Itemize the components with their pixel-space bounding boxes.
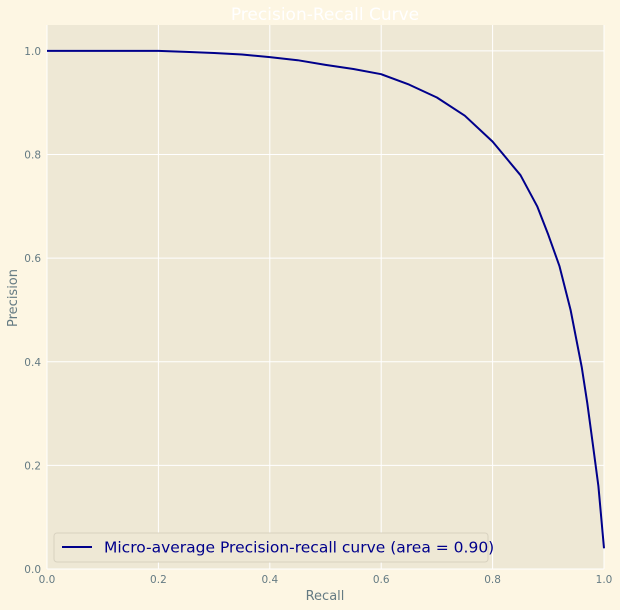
plot-area — [47, 25, 604, 569]
y-tick-label: 0.6 — [24, 253, 41, 265]
y-tick-label: 1.0 — [24, 46, 41, 58]
legend-box — [53, 532, 489, 563]
y-tick-labels: 0.0 0.2 0.4 0.6 0.8 1.0 — [24, 46, 41, 576]
legend: Micro-average Precision-recall curve (ar… — [53, 532, 494, 563]
x-axis-label: Recall — [306, 589, 345, 604]
x-tick-label: 0.2 — [150, 574, 167, 586]
chart-title: Precision-Recall Curve — [231, 5, 419, 25]
legend-entry-label: Micro-average Precision-recall curve (ar… — [104, 539, 494, 557]
x-tick-label: 0.0 — [39, 574, 56, 586]
x-tick-label: 0.4 — [261, 574, 278, 586]
y-tick-label: 0.0 — [24, 564, 41, 576]
series-group — [47, 49, 605, 549]
y-tick-label: 0.8 — [24, 150, 41, 162]
series-line — [47, 49, 605, 549]
x-tick-label: 0.6 — [373, 574, 390, 586]
y-tick-label: 0.4 — [24, 357, 41, 369]
x-tick-labels: 0.0 0.2 0.4 0.6 0.8 1.0 — [39, 574, 613, 586]
x-tick-label: 1.0 — [596, 574, 613, 586]
y-tick-label: 0.2 — [24, 460, 41, 472]
y-axis-label: Precision — [6, 269, 21, 327]
x-tick-label: 0.8 — [484, 574, 501, 586]
